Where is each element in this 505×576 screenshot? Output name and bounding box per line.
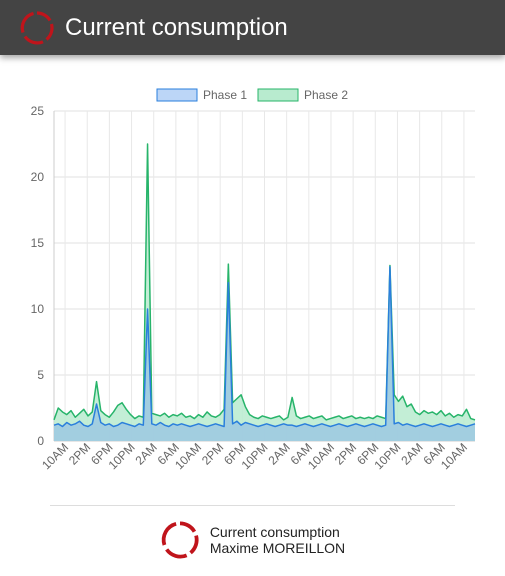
y-tick-label: 5: [37, 368, 44, 382]
legend-label-phase-1: Phase 1: [203, 88, 247, 102]
page-title: Current consumption: [65, 14, 288, 41]
app-logo-icon: [20, 10, 54, 45]
x-tick-label: 2AM: [398, 440, 425, 467]
legend-swatch-phase-1: [156, 88, 198, 102]
legend-swatch-phase-2: [257, 88, 299, 102]
series-area-phase-1: [54, 266, 475, 441]
x-tick-label: 2AM: [132, 440, 159, 467]
footer-text: Current consumption Maxime MOREILLON: [210, 524, 345, 556]
footer: Current consumption Maxime MOREILLON: [0, 518, 505, 562]
x-tick-label: 2PM: [332, 440, 359, 467]
legend-label-phase-2: Phase 2: [304, 88, 348, 102]
y-tick-label: 15: [31, 236, 45, 250]
chart-svg: Phase 1 Phase 2051015202510AM2PM6PM10PM2A…: [31, 88, 476, 472]
footer-app-name: Current consumption: [209, 524, 340, 540]
footer-divider: [50, 505, 455, 506]
series-line-phase-2: [53, 143, 476, 421]
y-tick-label: 10: [31, 302, 45, 316]
y-tick-label: 0: [37, 434, 44, 448]
app-header: Current consumption: [0, 0, 505, 55]
x-tick-label: 2PM: [199, 440, 226, 467]
series-line-phase-1: [53, 266, 476, 428]
x-tick-label: 2PM: [66, 440, 93, 467]
consumption-chart: Phase 1 Phase 2 0 5 10 15 20 25 10AM 2PM 6PM 10PM 2A…: [0, 80, 505, 480]
footer-logo-icon: [161, 521, 199, 559]
x-tick-label: 2AM: [265, 440, 292, 467]
y-tick-label: 20: [31, 170, 45, 184]
footer-author: Maxime MOREILLON: [209, 540, 346, 556]
y-tick-label: 25: [31, 104, 45, 118]
